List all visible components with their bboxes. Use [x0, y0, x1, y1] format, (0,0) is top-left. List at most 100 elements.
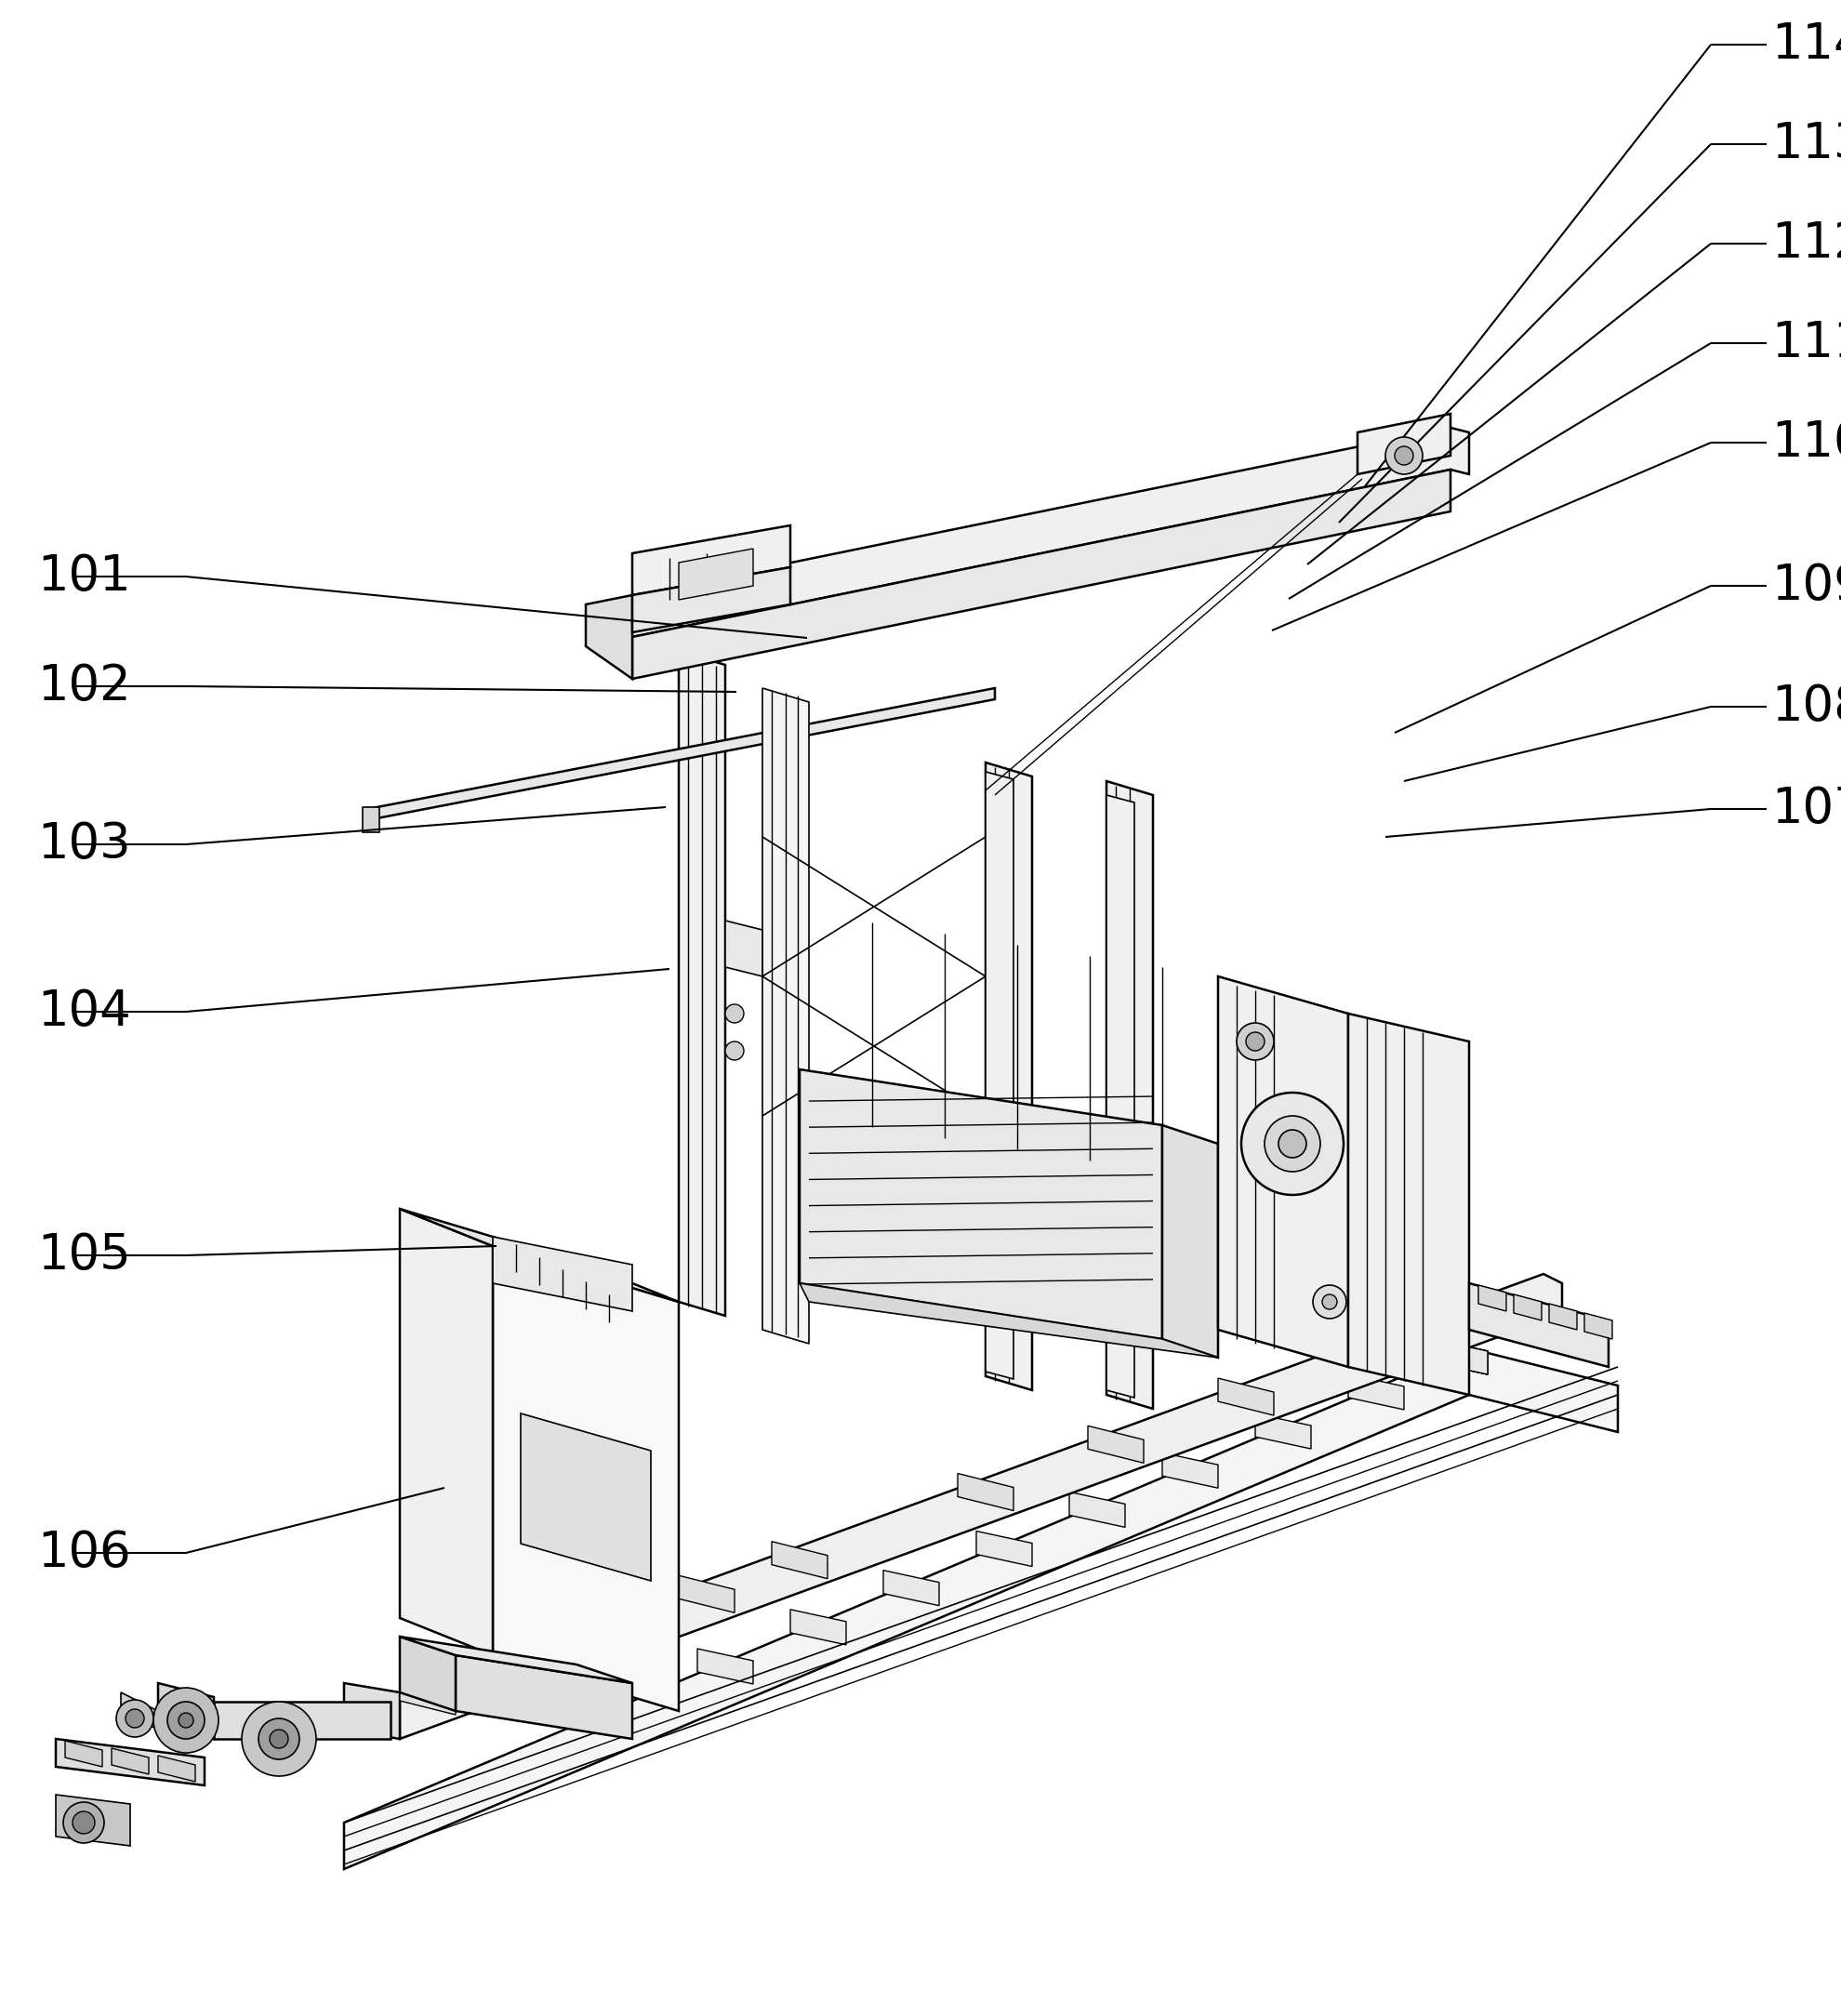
Circle shape	[1322, 1294, 1337, 1308]
Polygon shape	[122, 1691, 158, 1730]
Polygon shape	[399, 1677, 455, 1716]
Text: 110: 110	[1771, 419, 1841, 468]
Polygon shape	[1513, 1294, 1541, 1320]
Polygon shape	[214, 1702, 390, 1740]
Polygon shape	[1348, 1014, 1469, 1395]
Polygon shape	[399, 1274, 1561, 1740]
Polygon shape	[679, 1574, 735, 1613]
Polygon shape	[679, 548, 753, 601]
Text: 104: 104	[37, 988, 131, 1036]
Polygon shape	[521, 1413, 652, 1581]
Polygon shape	[455, 1655, 631, 1740]
Polygon shape	[363, 806, 379, 833]
Polygon shape	[957, 1474, 1014, 1510]
Polygon shape	[1162, 1454, 1219, 1488]
Polygon shape	[344, 1683, 399, 1740]
Circle shape	[1237, 1022, 1274, 1060]
Polygon shape	[1432, 1339, 1488, 1375]
Text: 105: 105	[37, 1232, 131, 1280]
Polygon shape	[1432, 1339, 1488, 1375]
Polygon shape	[725, 921, 762, 976]
Polygon shape	[985, 772, 1014, 1379]
Polygon shape	[1432, 1339, 1488, 1375]
Polygon shape	[1348, 1375, 1405, 1409]
Polygon shape	[698, 1649, 753, 1683]
Circle shape	[63, 1802, 105, 1843]
Polygon shape	[1106, 780, 1152, 1409]
Polygon shape	[631, 427, 1469, 637]
Circle shape	[1246, 1032, 1265, 1050]
Polygon shape	[1478, 1284, 1506, 1310]
Polygon shape	[112, 1748, 149, 1774]
Polygon shape	[679, 651, 725, 1316]
Polygon shape	[799, 1284, 1219, 1357]
Polygon shape	[790, 1609, 847, 1645]
Polygon shape	[1432, 1339, 1488, 1375]
Circle shape	[1313, 1284, 1346, 1318]
Polygon shape	[976, 1530, 1033, 1566]
Polygon shape	[585, 1609, 641, 1647]
Polygon shape	[631, 470, 1451, 679]
Polygon shape	[1106, 794, 1134, 1397]
Polygon shape	[1219, 1379, 1274, 1415]
Polygon shape	[1256, 1413, 1311, 1450]
Polygon shape	[771, 1542, 827, 1579]
Circle shape	[725, 1042, 744, 1060]
Text: 102: 102	[37, 661, 131, 710]
Polygon shape	[1585, 1312, 1613, 1339]
Polygon shape	[985, 762, 1033, 1391]
Text: 101: 101	[37, 552, 131, 601]
Circle shape	[1395, 446, 1414, 466]
Circle shape	[1241, 1093, 1344, 1195]
Polygon shape	[1357, 413, 1451, 474]
Circle shape	[125, 1710, 144, 1728]
Polygon shape	[399, 1210, 493, 1655]
Polygon shape	[762, 687, 808, 1345]
Circle shape	[153, 1687, 219, 1752]
Polygon shape	[399, 1637, 631, 1683]
Circle shape	[72, 1812, 96, 1835]
Polygon shape	[1219, 976, 1348, 1367]
Polygon shape	[55, 1740, 204, 1786]
Polygon shape	[344, 1349, 1618, 1869]
Polygon shape	[64, 1740, 103, 1766]
Circle shape	[179, 1714, 193, 1728]
Polygon shape	[1088, 1425, 1143, 1464]
Polygon shape	[55, 1794, 131, 1847]
Polygon shape	[493, 1246, 679, 1712]
Polygon shape	[1162, 1125, 1219, 1357]
Circle shape	[725, 1004, 744, 1022]
Polygon shape	[631, 566, 790, 633]
Text: 112: 112	[1771, 220, 1841, 268]
Polygon shape	[366, 687, 994, 821]
Circle shape	[1278, 1129, 1307, 1157]
Circle shape	[1265, 1117, 1320, 1171]
Text: 108: 108	[1771, 683, 1841, 732]
Polygon shape	[1548, 1304, 1578, 1331]
Polygon shape	[585, 595, 631, 679]
Polygon shape	[799, 1068, 1162, 1339]
Text: 114: 114	[1771, 20, 1841, 69]
Text: 109: 109	[1771, 562, 1841, 611]
Text: 111: 111	[1771, 319, 1841, 367]
Circle shape	[116, 1699, 153, 1738]
Polygon shape	[1432, 1339, 1488, 1375]
Text: 103: 103	[37, 821, 131, 869]
Polygon shape	[399, 1210, 679, 1302]
Polygon shape	[1070, 1492, 1125, 1528]
Polygon shape	[631, 526, 790, 595]
Polygon shape	[158, 1756, 195, 1782]
Polygon shape	[493, 1236, 631, 1310]
Polygon shape	[1348, 1331, 1405, 1367]
Polygon shape	[399, 1637, 455, 1712]
Polygon shape	[1469, 1284, 1609, 1367]
Polygon shape	[158, 1683, 214, 1740]
Text: 113: 113	[1771, 121, 1841, 167]
Text: 106: 106	[37, 1528, 131, 1577]
Circle shape	[258, 1718, 300, 1760]
Circle shape	[1386, 437, 1423, 474]
Polygon shape	[493, 1643, 549, 1681]
Text: 107: 107	[1771, 784, 1841, 833]
Circle shape	[241, 1702, 317, 1776]
Circle shape	[269, 1730, 289, 1748]
